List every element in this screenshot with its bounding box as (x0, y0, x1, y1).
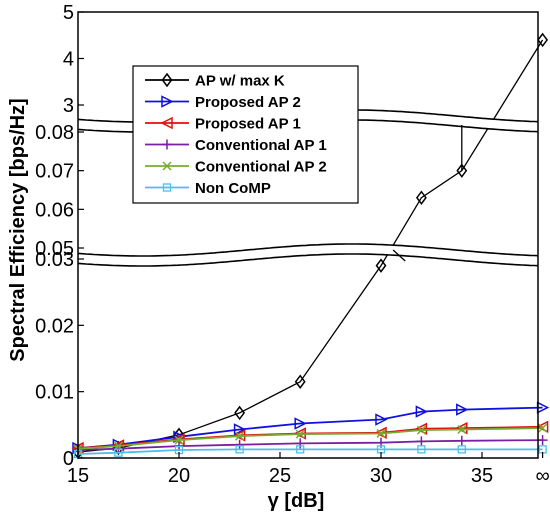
data-point (456, 435, 467, 446)
data-point (160, 116, 173, 130)
legend-entry: Proposed AP 1 (145, 116, 301, 133)
x-tick-label: 30 (370, 465, 392, 487)
y-tick-label: 0.01 (35, 382, 74, 404)
legend-label: Proposed AP 1 (195, 116, 301, 133)
data-point (295, 438, 306, 449)
data-point (376, 428, 386, 438)
y-tick-label: 4 (63, 49, 74, 71)
data-point (162, 161, 172, 171)
y-tick-label: 3 (63, 95, 74, 117)
y-tick-label: 0.06 (35, 199, 74, 221)
break-line (77, 243, 539, 257)
data-point (294, 417, 307, 430)
y-tick-label: 0.03 (35, 249, 74, 271)
x-tick-label: 35 (471, 465, 493, 487)
x-axis-label: γ [dB] (268, 490, 325, 512)
legend-entry: Conventional AP 2 (145, 159, 327, 176)
y-tick-label: 0 (63, 448, 74, 470)
data-point (235, 445, 244, 454)
data-point (174, 435, 184, 445)
legend-label: Non CoMP (195, 180, 271, 197)
legend-entry: AP w/ max K (145, 73, 285, 90)
legend-entry: Proposed AP 2 (145, 94, 301, 111)
x-tick-label: 20 (168, 465, 190, 487)
legend-label: AP w/ max K (195, 73, 285, 90)
data-point (375, 258, 387, 273)
legend-label: Conventional AP 1 (195, 137, 327, 154)
data-point (538, 423, 548, 433)
data-point (235, 431, 245, 441)
series-line (77, 427, 543, 450)
break-connector (392, 249, 406, 262)
y-tick-label: 0.02 (35, 315, 74, 337)
data-point (234, 439, 245, 450)
series-line (77, 406, 543, 449)
data-point (161, 95, 174, 108)
axis-break-1 (77, 243, 539, 267)
data-point (114, 448, 123, 457)
data-point (416, 425, 426, 435)
data-point (537, 435, 548, 446)
data-point (456, 163, 468, 178)
data-point (457, 445, 466, 454)
y-tick-label: 0.08 (35, 122, 74, 144)
data-point (455, 421, 468, 435)
legend-label: Conventional AP 2 (195, 159, 327, 176)
y-tick-label: 0.07 (35, 161, 74, 183)
legend-entry: Conventional AP 1 (145, 137, 327, 154)
x-tick-label: ∞ (535, 465, 549, 487)
data-point (233, 423, 247, 436)
plot-frame (77, 11, 539, 459)
data-point (162, 139, 172, 150)
data-point (535, 420, 549, 434)
data-point (456, 403, 469, 416)
data-point (415, 190, 427, 205)
data-point (295, 429, 305, 439)
data-point (414, 422, 428, 436)
x-tick-label: 15 (67, 465, 89, 487)
y-tick-label: 0.05 (35, 238, 74, 260)
data-point (294, 374, 306, 389)
legend-label: Proposed AP 2 (195, 94, 301, 111)
data-point (375, 413, 388, 426)
series-line (77, 448, 543, 455)
data-point (162, 183, 172, 192)
y-tick-label: 5 (63, 2, 74, 24)
axes: 15 20 25 30 35 ∞00.010.020.030.050.060.070.08… (35, 2, 550, 487)
data-point (296, 445, 305, 454)
legend-entry: Non CoMP (145, 180, 271, 197)
data-point (416, 436, 427, 447)
legend-box (132, 65, 359, 204)
data-point (161, 72, 173, 88)
data-point (457, 424, 467, 435)
y-axis-label: Spectral Efficiency [bps/Hz] (7, 98, 29, 361)
x-tick-label: 25 (269, 465, 291, 487)
data-point (415, 405, 429, 418)
data-point (537, 32, 549, 48)
data-point (234, 405, 246, 421)
break-line (77, 253, 539, 267)
data-point (417, 445, 426, 454)
legend: AP w/ max K Proposed AP 2 Proposed AP 1 Con… (132, 65, 359, 204)
